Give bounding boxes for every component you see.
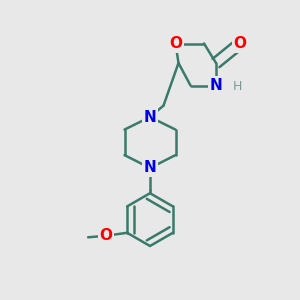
Text: O: O bbox=[99, 228, 112, 243]
Text: H: H bbox=[232, 80, 242, 94]
Text: N: N bbox=[210, 78, 222, 93]
Text: O: O bbox=[169, 36, 182, 51]
Text: N: N bbox=[144, 160, 156, 175]
Text: N: N bbox=[144, 110, 156, 124]
Text: O: O bbox=[233, 36, 247, 51]
